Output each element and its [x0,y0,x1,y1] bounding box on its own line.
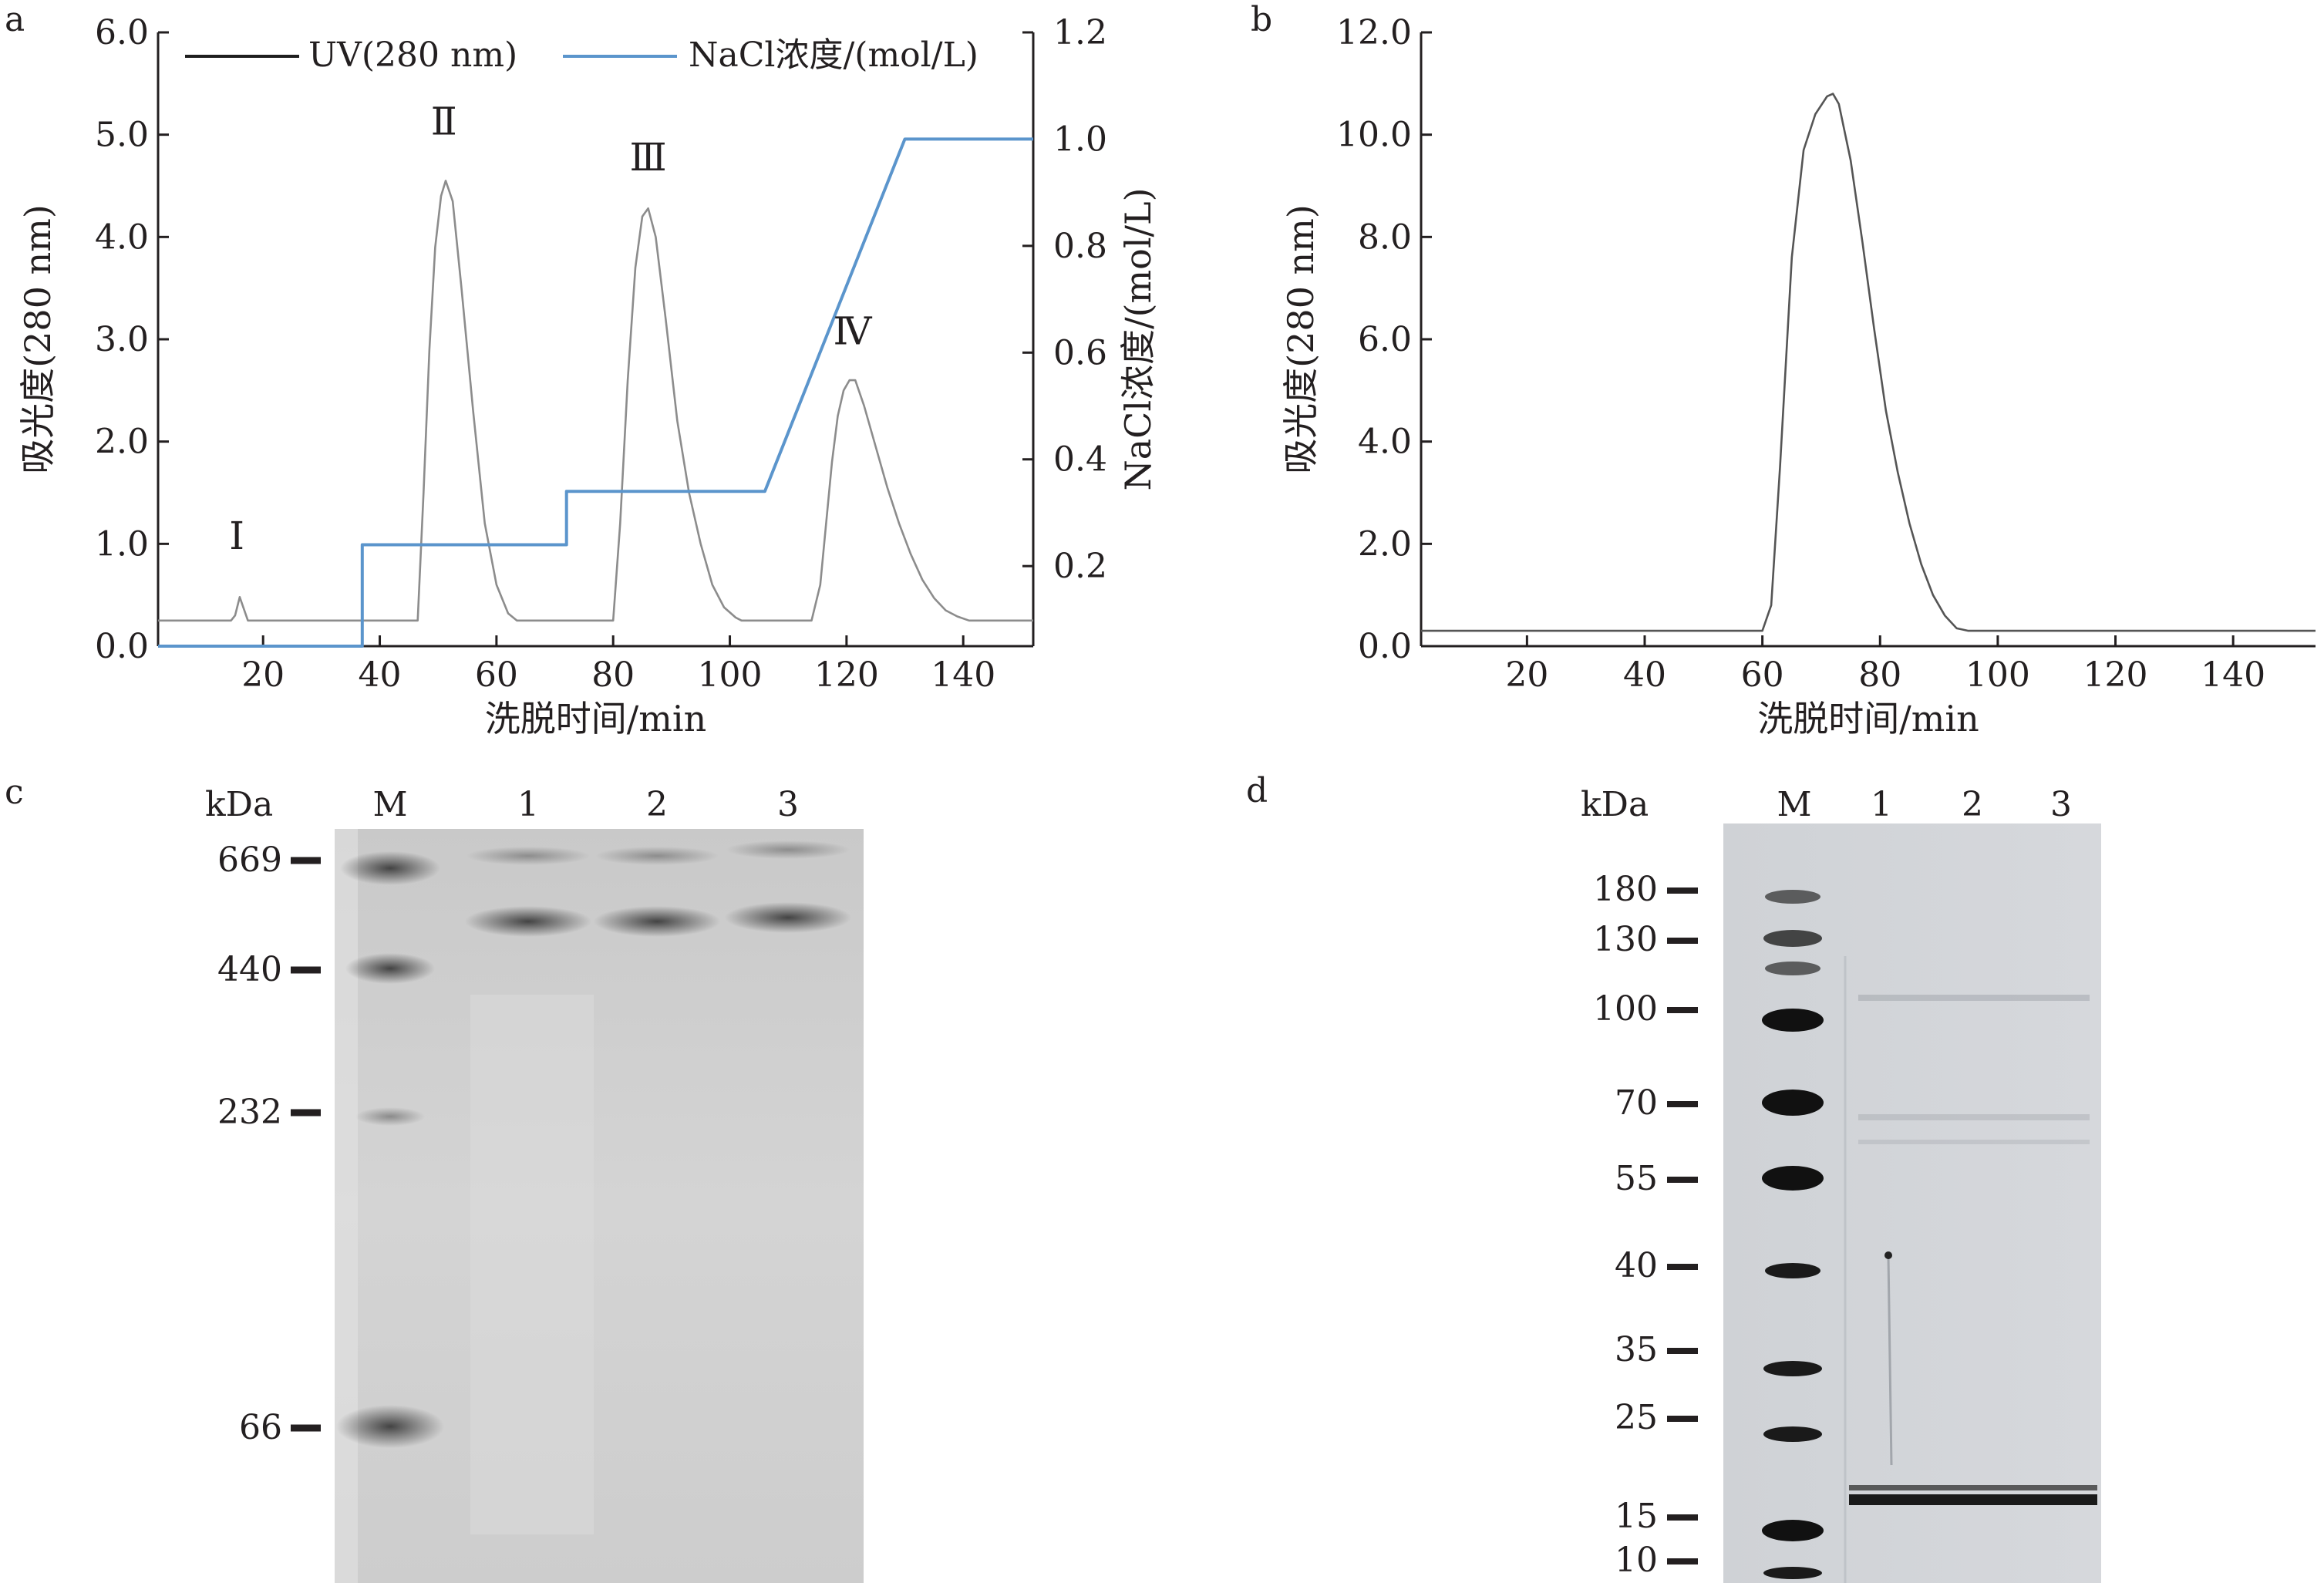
y-axis-label-b: 吸光度(280 nm) [1280,204,1322,474]
x-tick-label-a: 20 [241,655,285,695]
marker-label-d-25: 25 [1615,1398,1658,1437]
y-tick-label-a: 1.0 [95,524,149,564]
y-tick-label-a: 5.0 [95,116,149,155]
series-line-b-0 [1421,93,2316,632]
lane-label-c-1: 1 [517,785,539,824]
y-tick-label-a: 3.0 [95,320,149,359]
x-tick-label-a: 140 [931,655,995,695]
legend-a: UV(280 nm) NaCl浓度/(mol/L) [185,35,978,75]
marker-label-d-180: 180 [1593,870,1658,909]
y2-axis-label-a: NaCl浓度/(mol/L) [1117,187,1159,490]
x-tick-label-a: 120 [814,655,879,695]
x-axis-label-b: 洗脱时间/min [1757,698,1979,739]
y2-tick-label-a: 0.4 [1053,440,1107,480]
marker-label-d-35: 35 [1615,1330,1658,1369]
marker-label-d-55: 55 [1615,1159,1658,1198]
x-tick-label-b: 20 [1505,655,1548,695]
y-tick-label-b: 12.0 [1336,13,1412,52]
marker-label-d-130: 130 [1593,920,1658,959]
lane-label-c-m: M [372,785,407,824]
x-tick-label-b: 60 [1741,655,1784,695]
marker-label-d-70: 70 [1615,1083,1658,1123]
y-tick-label-a: 2.0 [95,423,149,462]
marker-label-d-10: 10 [1615,1541,1658,1580]
y-tick-label-b: 0.0 [1358,627,1412,666]
y-tick-label-a: 4.0 [95,217,149,257]
lane-label-c-2: 2 [646,785,668,824]
peak-label-a-3: Ⅲ [629,135,666,180]
marker-label-c-232: 232 [217,1093,282,1132]
y-tick-label-a: 0.0 [95,627,149,666]
lane-label-d-1: 1 [1871,785,1892,824]
marker-label-c-669: 669 [217,840,282,880]
lane-label-d-m: M [1777,785,1811,824]
ladder-bands-d [1762,890,1824,1579]
x-tick-label-a: 80 [591,655,635,695]
ladder-bands-c [336,851,444,1448]
y-tick-label-b: 2.0 [1358,524,1412,564]
y-axis-label-a: 吸光度(280 nm) [17,204,59,474]
y-tick-label-b: 6.0 [1358,320,1412,359]
y-tick-label-b: 4.0 [1358,423,1412,462]
plot-area-b: 20 40 60 80 100 120 140 0.0 2.0 4.0 6.0 8.0 10.0 12.0… [1280,13,2316,739]
panel-label-a: a [5,0,25,39]
sample-bands-d [1849,995,2097,1505]
panel-c: c kDa M 1 2 3 669 440 [5,773,864,1583]
x-tick-label-b: 40 [1623,655,1666,695]
marker-label-c-66: 66 [239,1408,282,1447]
y2-tick-label-a: 1.0 [1053,120,1107,159]
marker-label-d-100: 100 [1593,989,1658,1029]
panel-label-d: d [1246,771,1268,810]
legend-label-nacl: NaCl浓度/(mol/L) [689,35,978,75]
y-tick-label-b: 8.0 [1358,217,1412,257]
marker-axis-c: 669 440 232 66 [217,840,321,1447]
x-tick-label-b: 120 [2083,655,2148,695]
series-line-a-1 [158,137,1033,648]
series-line-a-0 [158,180,1033,622]
y2-tick-label-a: 1.2 [1053,13,1107,52]
y2-tick-label-a: 0.2 [1053,547,1107,586]
marker-label-d-15: 15 [1615,1497,1658,1536]
lane-label-d-2: 2 [1962,785,1983,824]
x-tick-label-b: 100 [1965,655,2030,695]
y-tick-label-b: 10.0 [1336,116,1412,155]
peak-label-a-2: Ⅱ [431,99,457,144]
x-tick-label-a: 100 [698,655,763,695]
y2-tick-label-a: 0.8 [1053,227,1107,266]
x-tick-label-a: 60 [475,655,518,695]
peak-label-a-1: Ⅰ [229,514,244,558]
marker-axis-d: 180 130 100 70 55 40 35 25 15 10 [1593,870,1698,1580]
peak-label-a-4: Ⅳ [833,309,872,354]
y2-tick-label-a: 0.6 [1053,333,1107,372]
sample-bands-c [465,840,851,937]
unit-label-d: kDa [1581,785,1649,824]
panel-a: a 20 40 60 80 100 120 140 0.0 1.0 2.0 3.0 4.0 5.0 6.0… [5,0,1159,739]
unit-label-c: kDa [205,785,273,824]
lane-label-d-3: 3 [2050,785,2072,824]
x-tick-label-b: 80 [1858,655,1901,695]
marker-label-d-40: 40 [1615,1246,1658,1285]
panel-label-c: c [5,773,24,812]
panel-d: d kDa M 1 2 3 [1246,771,2101,1583]
panel-b: b 20 40 60 80 100 120 140 0.0 2.0 4.0 6.0 8.0 10.0 12… [1251,0,2316,739]
x-tick-label-a: 40 [359,655,402,695]
panel-label-b: b [1251,0,1272,39]
x-tick-label-b: 140 [2201,655,2265,695]
y-tick-label-a: 6.0 [95,13,149,52]
plot-area-a: 20 40 60 80 100 120 140 0.0 1.0 2.0 3.0 4.0 5.0 6.0 0.… [17,13,1159,739]
gel-image-c [335,829,864,1583]
lane-label-c-3: 3 [777,785,799,824]
x-axis-label-a: 洗脱时间/min [485,698,706,739]
legend-label-uv: UV(280 nm) [308,35,517,75]
gel-image-d [1723,823,2101,1583]
marker-label-c-440: 440 [217,950,282,989]
